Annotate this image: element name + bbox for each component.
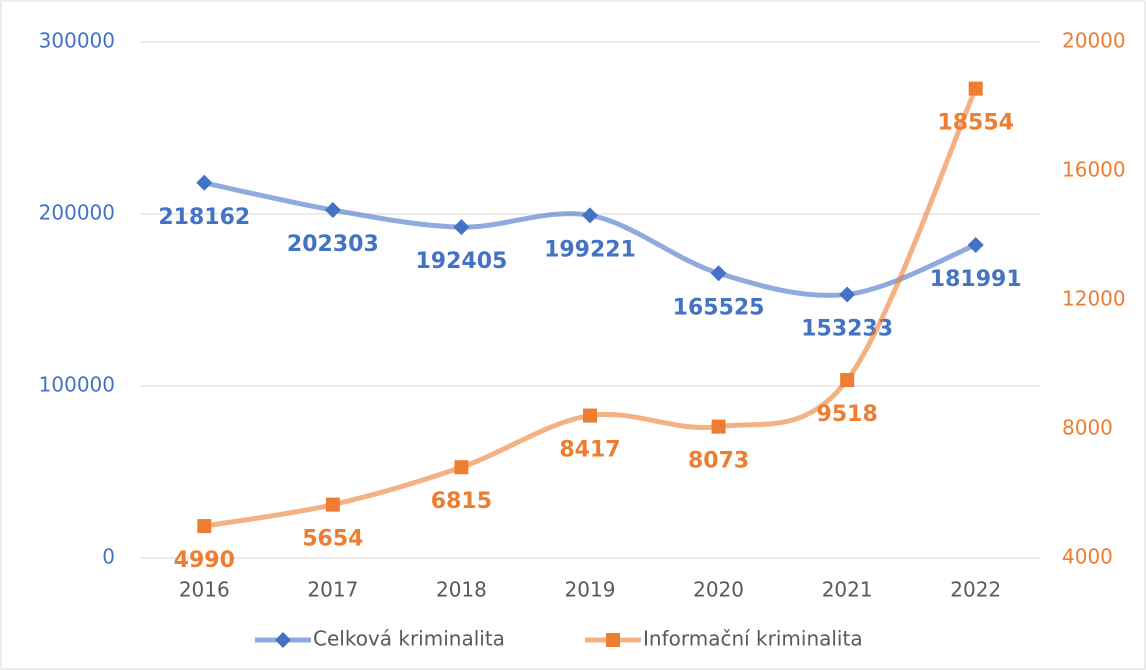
x-tick-label: 2020 xyxy=(693,578,744,602)
marker xyxy=(325,497,340,512)
legend-label: Celková kriminalita xyxy=(313,627,505,651)
y2-tick-label: 20000 xyxy=(1062,29,1126,53)
y2-tick-label: 16000 xyxy=(1062,158,1126,182)
legend-marker xyxy=(275,632,291,648)
y-tick-label: 300000 xyxy=(39,29,115,53)
y-tick-label: 0 xyxy=(102,545,115,569)
data-label: 9518 xyxy=(817,402,878,427)
marker xyxy=(839,286,856,303)
data-label: 181991 xyxy=(930,267,1022,292)
x-tick-label: 2018 xyxy=(436,578,487,602)
marker xyxy=(583,408,597,423)
data-label: 6815 xyxy=(431,489,492,514)
y2-tick-label: 8000 xyxy=(1062,416,1113,440)
data-label: 8417 xyxy=(559,438,620,463)
marker xyxy=(453,219,470,236)
data-label: 192405 xyxy=(415,249,507,274)
data-label: 165525 xyxy=(673,295,765,320)
marker xyxy=(454,460,469,475)
x-tick-label: 2017 xyxy=(307,578,358,602)
legend-marker xyxy=(606,633,620,647)
legend-label: Informační kriminalita xyxy=(643,627,863,651)
y-tick-label: 100000 xyxy=(39,373,115,397)
data-label: 18554 xyxy=(937,111,1014,136)
marker xyxy=(710,265,727,282)
marker xyxy=(967,236,984,253)
marker xyxy=(197,519,212,534)
y2-tick-label: 12000 xyxy=(1062,287,1126,311)
y2-tick-label: 4000 xyxy=(1062,545,1113,569)
data-label: 8073 xyxy=(688,449,749,474)
data-label: 4990 xyxy=(174,548,235,573)
y-tick-label: 200000 xyxy=(39,201,115,225)
x-tick-label: 2022 xyxy=(950,578,1001,602)
data-label: 202303 xyxy=(287,232,379,257)
marker xyxy=(968,81,983,96)
data-label: 5654 xyxy=(302,527,363,552)
marker xyxy=(840,373,855,388)
data-label: 218162 xyxy=(158,205,250,230)
marker xyxy=(324,202,341,219)
x-tick-label: 2021 xyxy=(822,578,873,602)
marker xyxy=(711,419,726,434)
data-label: 199221 xyxy=(544,237,636,262)
marker xyxy=(582,207,598,224)
x-tick-label: 2019 xyxy=(565,578,616,602)
x-tick-label: 2016 xyxy=(179,578,230,602)
marker xyxy=(196,174,213,191)
